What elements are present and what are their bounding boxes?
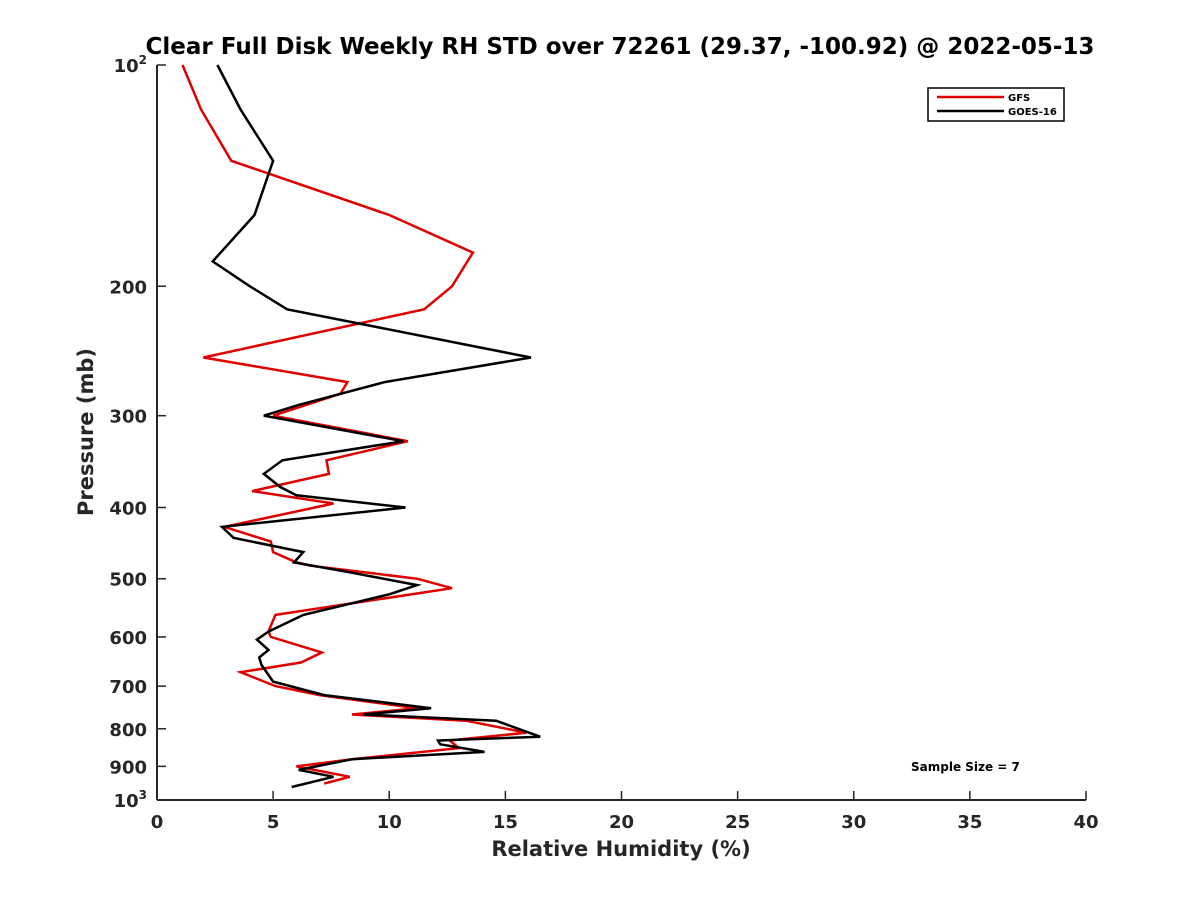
x-tick-label: 35 [957,812,982,833]
x-axis-label: Relative Humidity (%) [491,837,750,861]
y-tick-label: 500 [109,570,147,591]
y-tick-label: 700 [109,677,147,698]
x-ticks-group: 0 5 10 15 20 25 30 35 40 [151,791,1099,833]
sample-size-annotation: Sample Size = 7 [911,760,1020,774]
y-tick-label: 103 [114,788,147,812]
y-tick-label: 400 [109,499,147,520]
plot-series-group [181,64,541,789]
chart-title: Clear Full Disk Weekly RH STD over 72261… [146,34,1095,60]
x-tick-label: 0 [151,812,164,833]
x-tick-label: 30 [841,812,866,833]
y-tick-label: 200 [109,277,147,298]
y-tick-label: 900 [109,757,147,778]
x-tick-label: 15 [493,812,518,833]
y-tick-label: 102 [114,53,147,77]
x-tick-label: 25 [725,812,750,833]
x-tick-label: 10 [377,812,402,833]
legend-label-gfs: GFS [1008,93,1030,104]
x-tick-label: 40 [1073,812,1098,833]
y-ticks-group: 102 200 300 400 500 600 700 800 900 103 [109,53,166,812]
series-line-goes16 [210,64,541,789]
legend: GFS GOES-16 [927,87,1065,122]
x-tick-label: 20 [609,812,634,833]
series-line-gfs [181,64,527,785]
legend-box [927,87,1065,122]
y-tick-label: 300 [109,407,147,428]
x-tick-label: 5 [267,812,280,833]
y-tick-label: 800 [109,720,147,741]
legend-label-goes16: GOES-16 [1008,107,1057,118]
y-axis-label: Pressure (mb) [74,348,98,516]
y-tick-label: 600 [109,628,147,649]
